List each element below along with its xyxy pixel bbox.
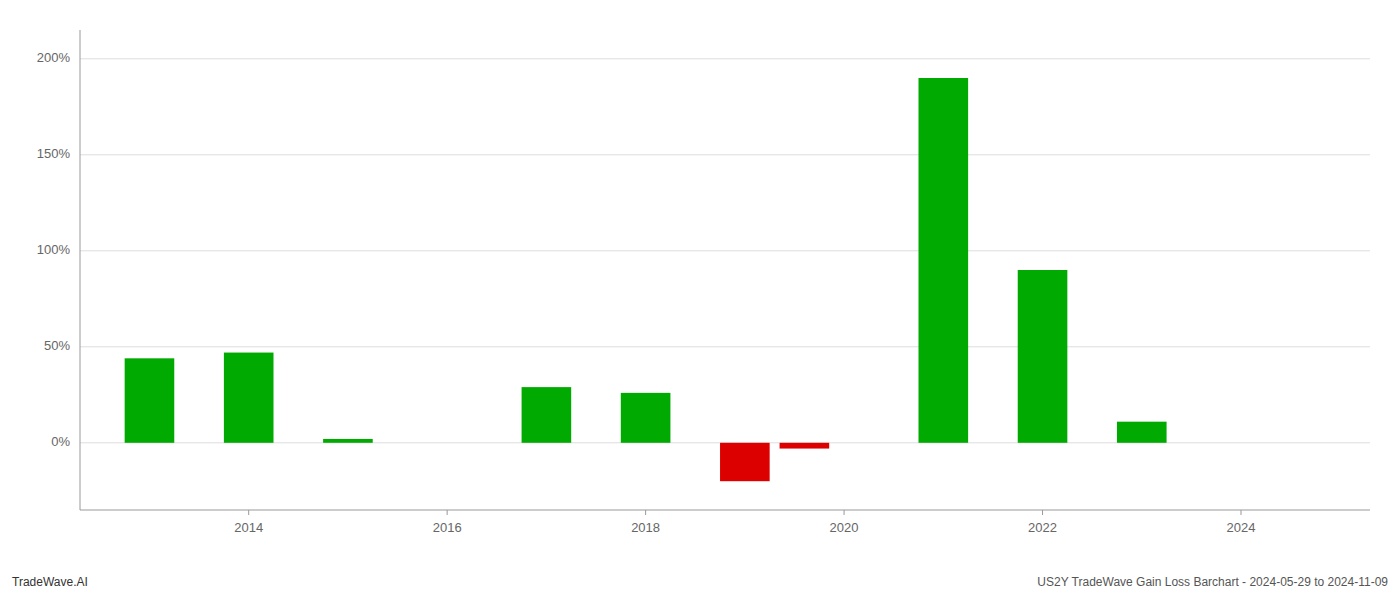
bar [780, 443, 830, 449]
y-tick-label: 150% [37, 146, 71, 161]
x-tick [1241, 510, 1242, 515]
bar [224, 353, 274, 443]
x-tick-label: 2016 [433, 520, 462, 535]
x-axis-line [80, 510, 1370, 511]
x-tick [447, 510, 448, 515]
bars [125, 78, 1167, 481]
bar [919, 78, 969, 443]
grid-line [80, 346, 1370, 347]
bar [125, 358, 175, 442]
x-tick-label: 2014 [234, 520, 263, 535]
x-tick [248, 510, 249, 515]
x-tick [645, 510, 646, 515]
bar [1018, 270, 1068, 443]
bar [422, 442, 472, 443]
y-tick-label: 50% [44, 338, 70, 353]
x-tick [1042, 510, 1043, 515]
bar [720, 443, 770, 481]
bar [323, 439, 373, 443]
bar [522, 387, 572, 443]
x-tick [844, 510, 845, 515]
chart-container: 0% 50% 100% 150% 200% 2014 2016 2018 2020 2022 202… [0, 0, 1400, 600]
y-grid [80, 59, 1370, 443]
grid-line [80, 250, 1370, 251]
bar [1216, 442, 1266, 443]
y-axis-line [80, 30, 81, 510]
chart-svg: 0% 50% 100% 150% 200% 2014 2016 2018 2020 2022 202… [0, 0, 1400, 600]
bar [621, 393, 671, 443]
footer-annotation: US2Y TradeWave Gain Loss Barchart - 2024… [1037, 575, 1388, 589]
y-tick-label: 100% [37, 242, 71, 257]
grid-line [80, 58, 1370, 59]
x-tick-label: 2024 [1227, 520, 1256, 535]
x-tick-label: 2018 [631, 520, 660, 535]
y-tick-label: 0% [51, 434, 70, 449]
grid-line [80, 154, 1370, 155]
bar [1117, 422, 1167, 443]
x-tick-label: 2022 [1028, 520, 1057, 535]
footer-annotation: TradeWave.AI [12, 575, 88, 589]
y-tick-label: 200% [37, 50, 71, 65]
x-tick-label: 2020 [830, 520, 859, 535]
